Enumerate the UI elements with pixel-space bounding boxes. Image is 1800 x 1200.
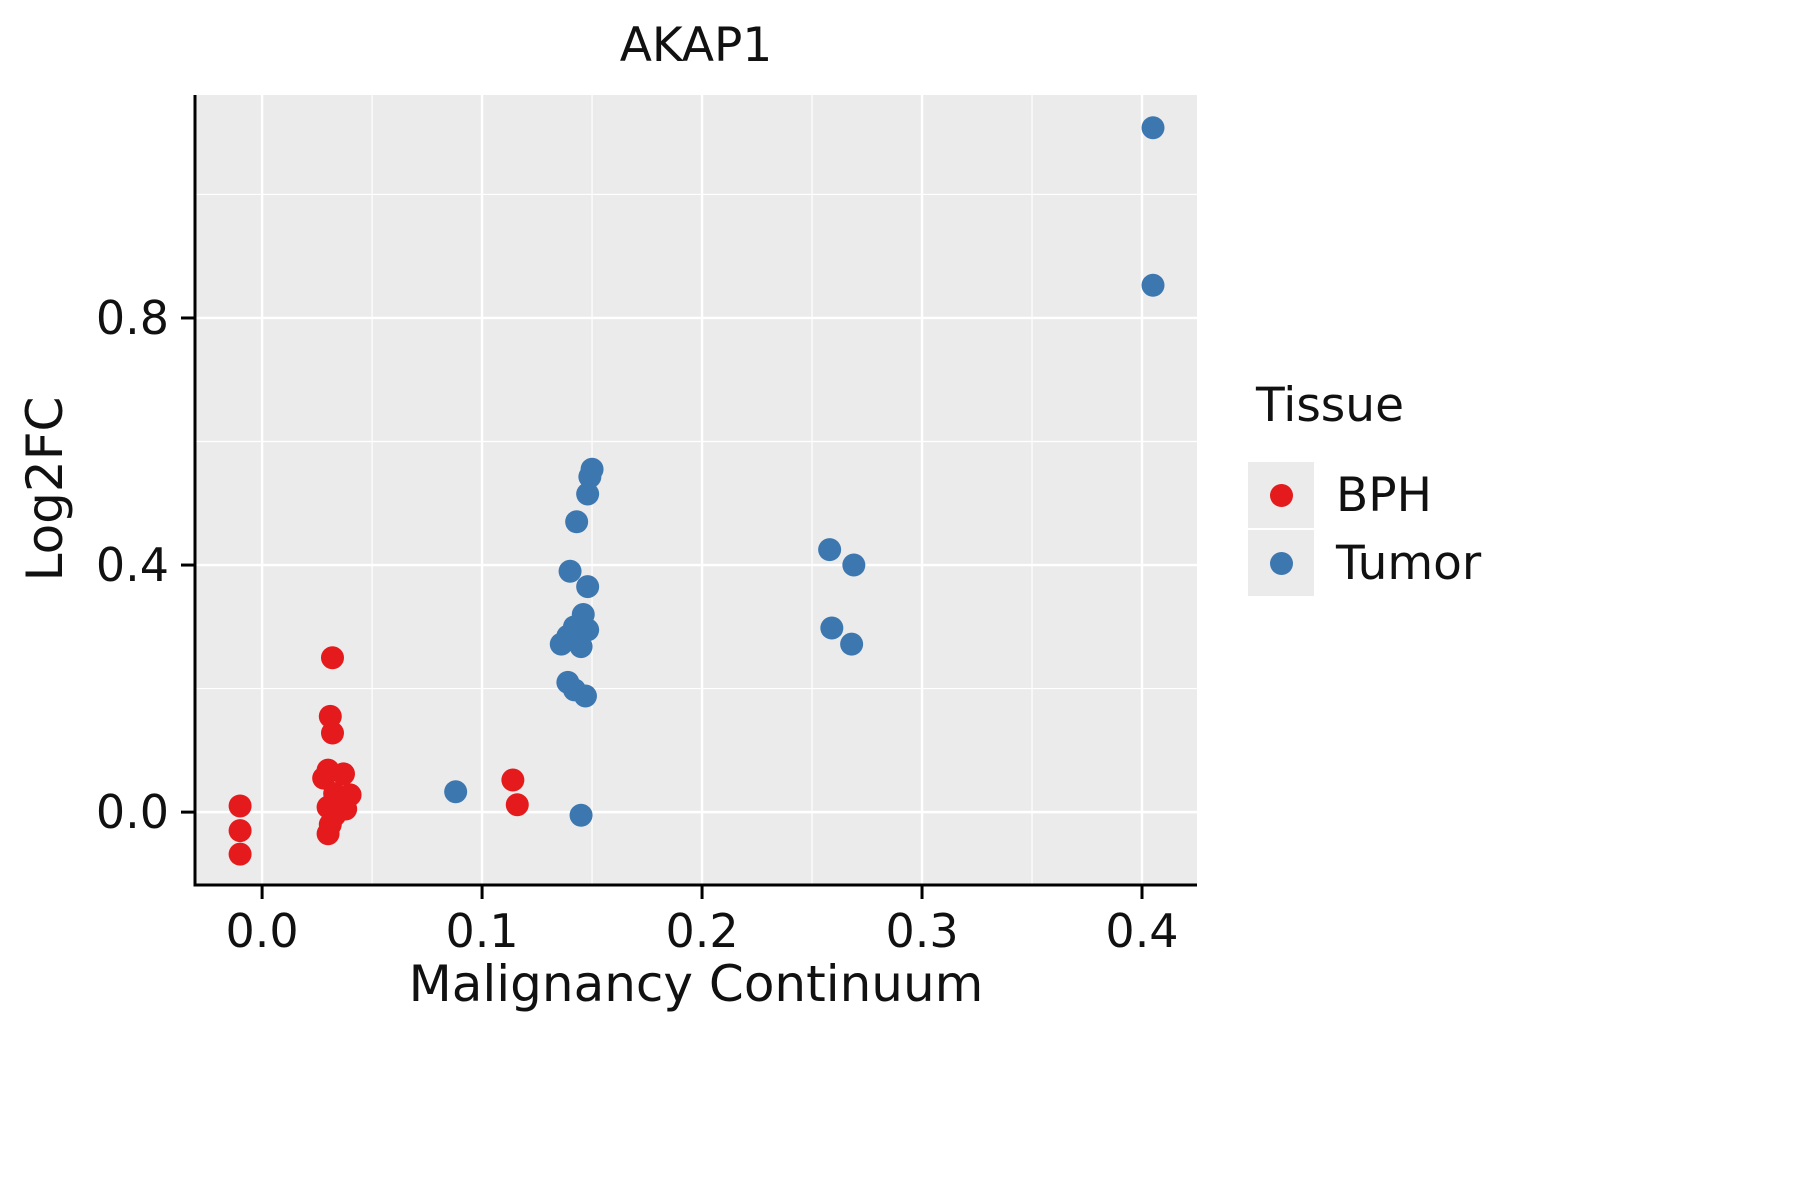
plot-panel [195,95,1197,885]
data-point-tumor [573,684,597,708]
legend-key [1248,462,1314,528]
data-point-tumor [565,510,589,534]
y-axis-label: Log2FC [16,396,74,582]
y-tick-label: 0.0 [96,785,169,839]
data-point-tumor [558,559,582,583]
legend-item-bph: BPH [1248,461,1578,529]
data-point-bph [331,762,355,786]
data-point-tumor [818,538,842,562]
data-point-tumor [1141,116,1165,140]
legend-title: Tissue [1256,378,1404,433]
data-point-tumor [549,632,573,656]
data-point-bph [228,819,252,843]
x-tick-label: 0.1 [445,904,518,958]
x-tick-label: 0.2 [665,904,738,958]
data-point-tumor [578,465,602,489]
y-tick-label: 0.8 [96,291,169,345]
x-tick-label: 0.3 [885,904,958,958]
data-point-tumor [444,780,468,804]
data-point-bph [316,822,340,846]
bph-dot-icon [1269,483,1293,507]
legend-label: Tumor [1336,535,1482,591]
data-point-tumor [569,803,593,827]
data-point-tumor [820,616,844,640]
data-point-tumor [842,553,866,577]
legend-item-tumor: Tumor [1248,529,1578,597]
data-point-bph [228,842,252,866]
data-point-tumor [576,575,600,599]
data-point-bph [320,721,344,745]
data-point-bph [228,794,252,818]
data-point-tumor [576,482,600,506]
legend-key [1248,530,1314,596]
x-tick-label: 0.0 [226,904,299,958]
data-point-tumor [840,632,864,656]
data-point-tumor [1141,273,1165,297]
data-point-bph [320,646,344,670]
y-tick-label: 0.4 [96,538,169,592]
data-point-bph [501,768,525,792]
legend-label: BPH [1336,467,1432,523]
x-axis-label: Malignancy Continuum [408,955,984,1013]
tumor-dot-icon [1269,551,1293,575]
data-point-tumor [569,635,593,659]
legend: Tissue BPH Tumor [1248,378,1578,597]
chart-title: AKAP1 [619,18,773,73]
data-point-bph [505,793,529,817]
x-tick-label: 0.4 [1105,904,1178,958]
